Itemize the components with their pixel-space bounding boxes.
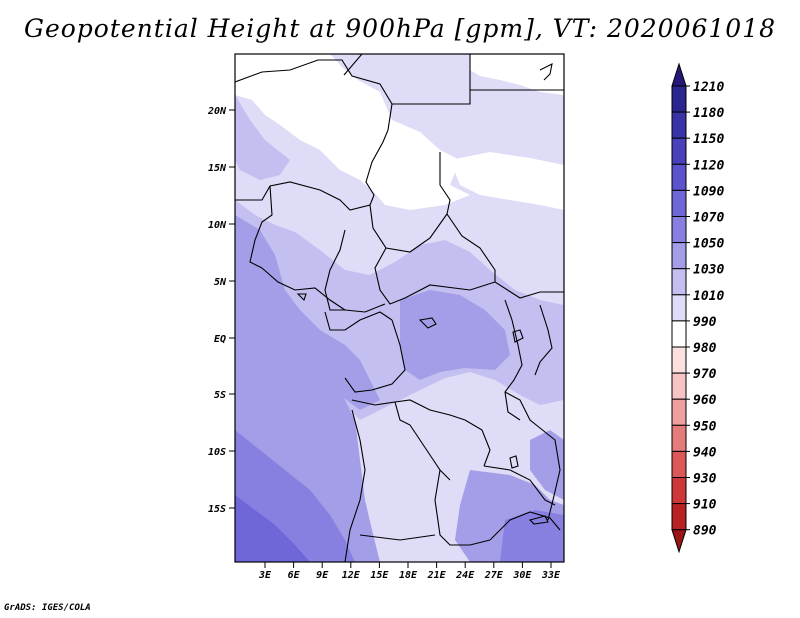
lat-tick-label: 5N [214,277,227,288]
colorbar-segment [671,477,687,505]
map-frame [234,53,565,563]
colorbar-label: 940 [693,445,717,460]
lon-tick-label: 15E [370,570,389,581]
lat-tick-label: 5S [214,390,226,401]
colorbar-segment [671,163,687,191]
colorbar-top-arrow [671,62,687,87]
colorbar-bottom-arrow [671,529,687,554]
lon-tick-label: 30E [512,570,532,581]
colorbar-segment [671,189,687,217]
colorbar-label: 1090 [693,184,724,199]
lat-tick-label: 10N [208,220,227,231]
colorbar-segment [671,268,687,296]
colorbar-label: 1070 [693,211,724,226]
colorbar-label: 1030 [693,263,724,278]
colorbar-segment [671,294,687,322]
colorbar: 1210 1180 1150 1120 1090 1070 1050 1030 1010 990 9… [671,62,724,554]
colorbar-segment [671,111,687,139]
colorbar-segment [671,450,687,478]
colorbar-label: 1120 [693,158,724,173]
colorbar-label: 910 [693,498,717,513]
lon-tick-label: 6E [288,570,301,581]
region-1090 [235,495,310,562]
colorbar-segment [671,424,687,452]
colorbar-label: 970 [693,367,717,382]
colorbar-label: 980 [693,341,717,356]
lat-tick-label: 10S [208,447,226,458]
colorbar-label: 1210 [693,80,724,95]
colorbar-segment [671,320,687,348]
colorbar-segment [671,503,687,531]
region-1010 [235,54,470,210]
colorbar-label: 1050 [693,237,724,252]
colorbar-label: 950 [693,419,717,434]
colorbar-segment [671,216,687,244]
lon-tick-label: 9E [316,570,329,581]
grads-credit: GrADS: IGES/COLA [4,603,91,613]
lon-tick-label: 33E [541,570,561,581]
lon-tick-label: 12E [342,570,361,581]
colorbar-label: 930 [693,472,717,487]
colorbar-segment [671,137,687,165]
lon-tick-label: 27E [484,570,504,581]
colorbar-segment [671,372,687,400]
geopotential-field [235,54,564,562]
lat-tick-label: 15S [208,504,226,515]
latitude-axis: 20N 15N 10N 5N EQ 5S 10S 15S [207,106,235,515]
lon-tick-label: 24E [455,570,475,581]
colorbar-label: 1180 [693,106,724,121]
lon-tick-label: 3E [258,570,272,581]
colorbar-label: 960 [693,393,717,408]
lat-tick-label: 15N [208,163,227,174]
longitude-axis: 3E 6E 9E 12E 15E 18E 21E 24E 27E 30E 33E [258,562,561,581]
colorbar-label: 1150 [693,132,724,147]
lat-tick-label: 20N [207,106,227,117]
lat-tick-label: EQ [214,334,226,345]
lon-tick-label: 21E [427,570,447,581]
lon-tick-label: 18E [399,570,418,581]
colorbar-segment [671,242,687,270]
colorbar-segment [671,85,687,113]
colorbar-label: 890 [693,524,717,539]
colorbar-label: 990 [693,315,717,330]
colorbar-segment [671,346,687,374]
colorbar-label: 1010 [693,289,724,304]
country-borders [235,54,564,562]
map-title: Geopotential Height at 900hPa [gpm], VT:… [23,14,777,43]
colorbar-segment [671,398,687,426]
